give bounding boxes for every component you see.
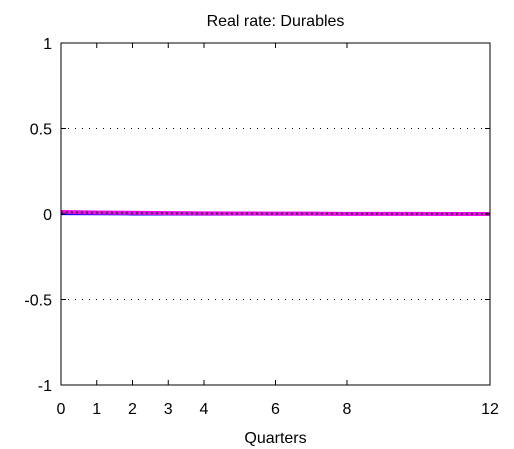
series-layer [60,209,490,216]
x-tick-labels: 0 1 2 3 4 6 8 12 [57,401,499,418]
y-tick-labels: -1 -0.5 0 0.5 1 [24,36,52,395]
ytick-label-4: 1 [43,36,52,53]
xtick-label-3: 3 [164,401,173,418]
ytick-label-0: -1 [38,378,52,395]
ytick-label-3: 0.5 [30,122,52,139]
xtick-label-5: 6 [271,401,280,418]
ytick-label-1: -0.5 [24,293,52,310]
xtick-label-0: 0 [57,401,66,418]
chart-title: Real rate: Durables [207,13,345,30]
series-line-1 [60,209,490,216]
xtick-label-1: 1 [92,401,101,418]
xtick-label-7: 12 [481,401,499,418]
xtick-label-4: 4 [200,401,209,418]
ytick-label-2: 0 [43,207,52,224]
xtick-label-2: 2 [128,401,137,418]
axis-ticks [60,42,491,386]
xtick-label-6: 8 [343,401,352,418]
x-axis-label: Quarters [244,430,306,447]
series-line-2 [60,211,490,216]
